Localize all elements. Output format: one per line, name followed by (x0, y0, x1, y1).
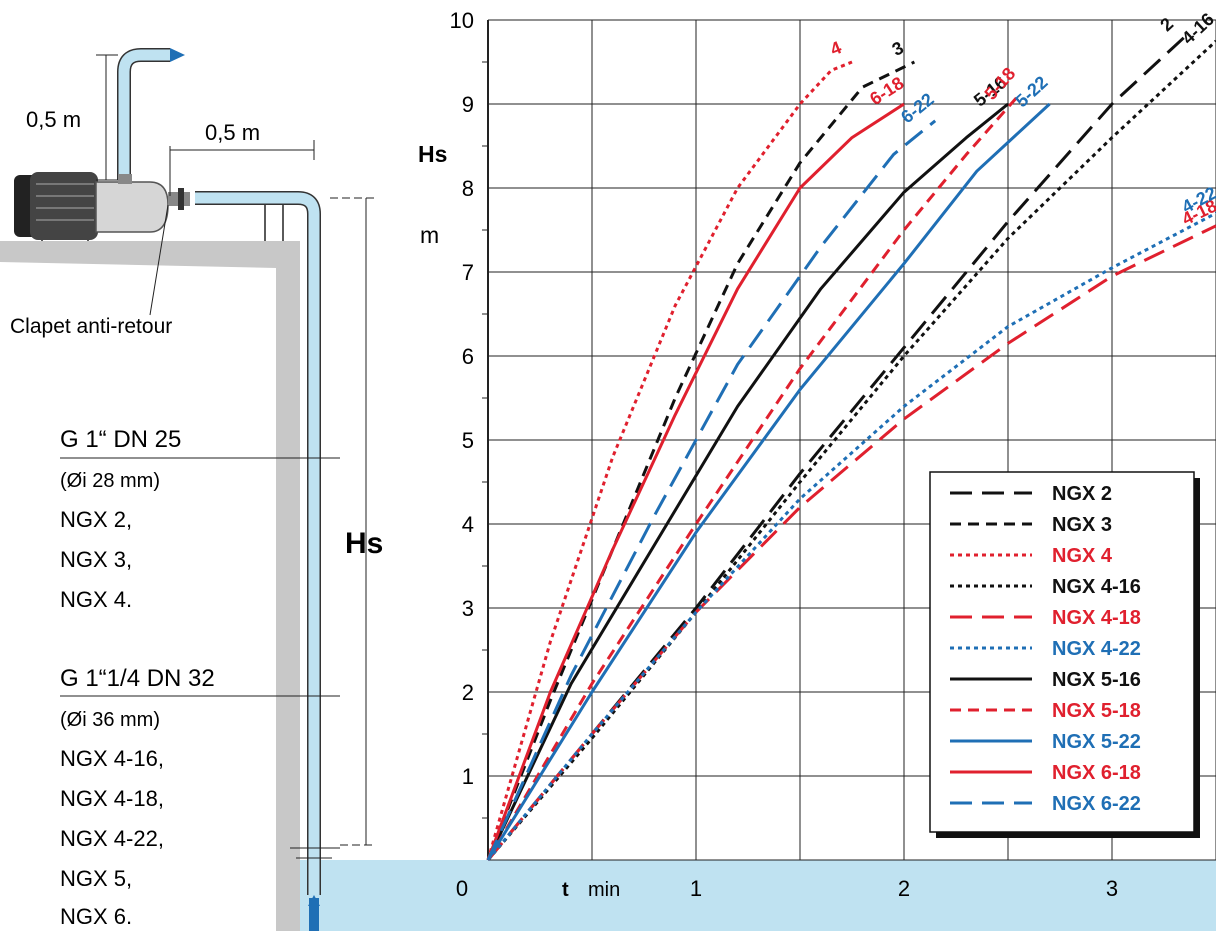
y-tick-label: 4 (462, 512, 474, 537)
pipe-spec-1-size: G 1“ DN 25 (60, 426, 181, 453)
x-tick-label: 3 (1106, 876, 1118, 901)
series-line-5-18 (486, 94, 1020, 861)
y-tick-label: 9 (462, 92, 474, 117)
legend-label: NGX 5-22 (1052, 731, 1141, 753)
y-tick-label: 8 (462, 176, 474, 201)
curve-label: 4 (827, 37, 844, 59)
chart-series (486, 35, 1216, 861)
pipe-spec-2-model: NGX 4-22, (60, 826, 164, 851)
curve-label: 6-22 (897, 89, 938, 127)
suction-pipe (195, 191, 321, 931)
pipe-spec-1-diameter: (Øi 28 mm) (60, 470, 160, 492)
series-line-4-22 (486, 211, 1216, 861)
y-tick-label: 2 (462, 680, 474, 705)
legend-label: NGX 2 (1052, 483, 1112, 505)
length-horizontal-pipe-label: 0,5 m (205, 120, 260, 145)
pump-icon (14, 172, 190, 240)
series-line-4-16 (486, 39, 1216, 861)
x-axis-unit: min (588, 879, 620, 901)
series-line-6-22 (486, 119, 937, 861)
height-vertical-pipe-label: 0,5 m (26, 107, 81, 132)
dimension-lines (60, 54, 375, 859)
y-tick-label: 1 (462, 764, 474, 789)
water-level-band (296, 860, 1216, 931)
y-tick-label: 3 (462, 596, 474, 621)
legend-label: NGX 4-16 (1052, 576, 1141, 598)
pipe-spec-1-model: NGX 4. (60, 587, 132, 612)
x-tick-label: 0 (456, 876, 468, 901)
y-axis-unit: m (420, 222, 439, 248)
legend-label: NGX 6-22 (1052, 793, 1141, 815)
pipe-spec-2-size: G 1“1/4 DN 32 (60, 665, 215, 692)
series-line-4 (486, 60, 853, 861)
pipe-spec-1-model: NGX 3, (60, 547, 132, 572)
y-tick-label: 6 (462, 344, 474, 369)
pipe-spec-2-model: NGX 6. (60, 904, 132, 929)
series-line-5-22 (486, 102, 1051, 861)
hs-height-label: Hs (345, 527, 383, 560)
y-tick-label: 10 (450, 8, 474, 33)
legend-label: NGX 5-18 (1052, 700, 1141, 722)
legend-label: NGX 5-16 (1052, 669, 1141, 691)
chart-legend: NGX 2 NGX 3 NGX 4 NGX 4-16 NGX 4-18 NGX 4-22 N… (929, 471, 1200, 838)
legend-label: NGX 4 (1052, 545, 1113, 567)
series-line-4-18 (486, 224, 1216, 861)
series-line-3 (486, 60, 916, 861)
curve-label: 2 (1156, 14, 1177, 35)
legend-label: NGX 4-22 (1052, 638, 1141, 660)
series-line-2 (486, 35, 1186, 861)
pipe-spec-2: G 1“1/4 DN 32 (Øi 36 mm) NGX 4-16, NGX 4… (60, 665, 215, 929)
y-tick-label: 7 (462, 260, 474, 285)
legend-label: NGX 6-18 (1052, 762, 1141, 784)
curve-label: 4-16 (1178, 9, 1216, 48)
series-line-5-16 (486, 102, 1009, 861)
pipe-spec-1: G 1“ DN 25 (Øi 28 mm) NGX 2, NGX 3, NGX … (60, 426, 181, 612)
flow-out-arrow-icon (170, 48, 185, 62)
x-axis-ticks: 0 1 2 3 (456, 876, 1118, 901)
x-axis-label: t (562, 879, 569, 901)
check-valve-label: Clapet anti-retour (10, 315, 172, 338)
legend-label: NGX 4-18 (1052, 607, 1141, 629)
pipe-spec-2-model: NGX 4-16, (60, 746, 164, 771)
series-line-6-18 (486, 102, 905, 861)
pipe-spec-2-model: NGX 5, (60, 866, 132, 891)
pipe-spec-2-diameter: (Øi 36 mm) (60, 709, 160, 731)
x-tick-label: 2 (898, 876, 910, 901)
legend-label: NGX 3 (1052, 514, 1112, 536)
pipe-spec-2-model: NGX 4-18, (60, 786, 164, 811)
pipe-spec-1-model: NGX 2, (60, 507, 132, 532)
discharge-pipe (117, 48, 185, 180)
y-axis-label: Hs (418, 141, 447, 167)
y-axis-ticks: 1 2 3 4 5 6 7 8 9 10 (450, 8, 474, 789)
x-tick-label: 1 (690, 876, 702, 901)
y-tick-label: 5 (462, 428, 474, 453)
